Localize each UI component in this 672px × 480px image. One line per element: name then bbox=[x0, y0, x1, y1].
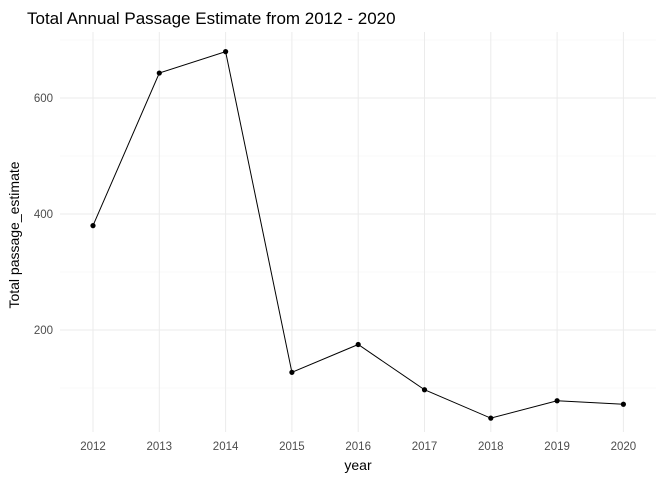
data-point bbox=[421, 387, 428, 393]
data-point bbox=[620, 401, 627, 407]
x-tick-labels: 2012 2013 2014 2015 2016 2017 2018 2019 2020 bbox=[80, 441, 636, 453]
series-layer bbox=[90, 49, 627, 421]
data-point bbox=[156, 70, 162, 76]
chart-title: Total Annual Passage Estimate from 2012 … bbox=[27, 9, 396, 28]
x-tick-label: 2016 bbox=[345, 441, 371, 453]
grid-layer bbox=[60, 32, 656, 432]
data-point bbox=[90, 223, 96, 229]
x-tick-label: 2015 bbox=[279, 441, 305, 453]
data-point bbox=[289, 369, 295, 375]
x-axis-title: year bbox=[344, 457, 372, 473]
y-tick-label: 200 bbox=[34, 325, 53, 337]
x-tick-label: 2014 bbox=[213, 441, 239, 453]
x-tick-label: 2017 bbox=[412, 441, 438, 453]
y-tick-labels: 200 400 600 bbox=[34, 93, 53, 337]
data-point bbox=[554, 398, 560, 404]
y-tick-label: 400 bbox=[34, 209, 53, 221]
x-tick-label: 2012 bbox=[80, 441, 106, 453]
x-tick-label: 2013 bbox=[147, 441, 173, 453]
x-tick-label: 2019 bbox=[544, 441, 570, 453]
y-axis-title: Total passage_estimate bbox=[6, 161, 22, 308]
x-tick-label: 2020 bbox=[611, 441, 637, 453]
y-tick-label: 600 bbox=[34, 93, 53, 105]
data-point bbox=[488, 415, 494, 421]
data-point bbox=[223, 49, 229, 55]
data-point bbox=[355, 341, 361, 348]
x-tick-label: 2018 bbox=[478, 441, 504, 453]
